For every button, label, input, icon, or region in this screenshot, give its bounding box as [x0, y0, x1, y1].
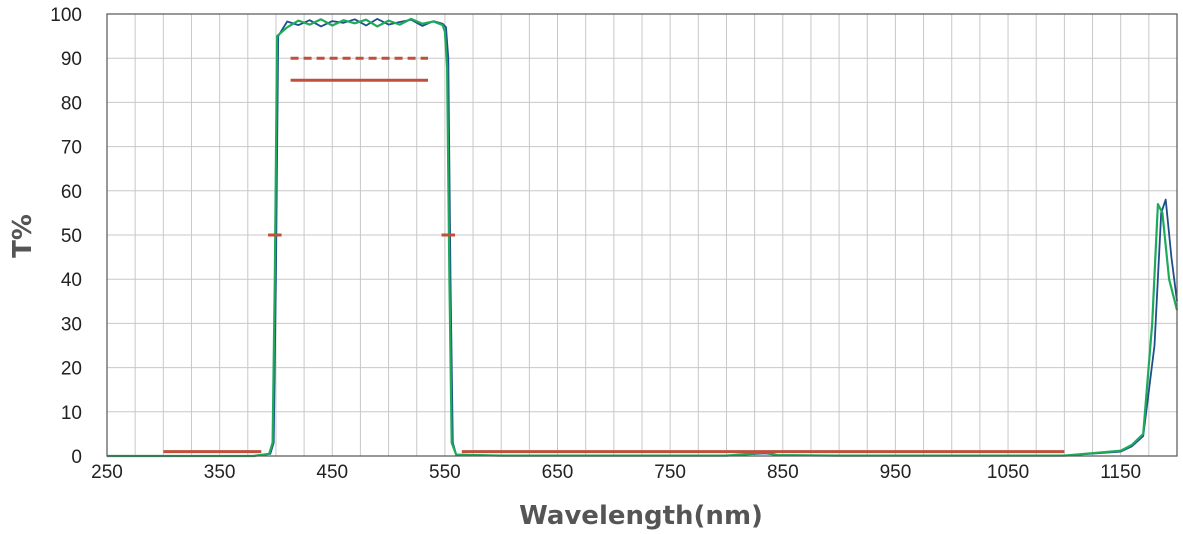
x-tick-label: 450: [316, 462, 348, 483]
x-tick-label: 1150: [1100, 462, 1141, 483]
y-tick-label: 50: [61, 226, 82, 247]
x-tick-label: 950: [880, 462, 912, 483]
y-tick-labels: 0 10 20 30 40 50 60 70 80 90 100: [50, 5, 82, 468]
x-tick-label: 1050: [987, 462, 1029, 483]
series-layer: [107, 17, 1179, 458]
y-tick-label: 10: [61, 403, 82, 424]
y-tick-label: 100: [50, 5, 82, 26]
spec-lines: [163, 56, 1065, 454]
y-tick-label: 0: [71, 447, 82, 468]
series-line-2: [107, 17, 1179, 458]
x-axis-label: Wavelength(nm): [519, 501, 763, 531]
x-tick-label: 550: [429, 462, 461, 483]
y-tick-label: 20: [61, 359, 82, 380]
y-axis-label: T%: [8, 214, 38, 258]
grid-lines: [106, 13, 1178, 457]
x-tick-labels: 250 350 450 550 650 750 850 950 1050 1150: [91, 462, 1141, 483]
x-tick-label: 250: [91, 462, 123, 483]
x-tick-label: 850: [767, 462, 799, 483]
x-tick-label: 750: [654, 462, 686, 483]
y-tick-label: 70: [61, 138, 82, 159]
x-tick-label: 350: [204, 462, 236, 483]
y-tick-label: 90: [61, 49, 82, 70]
y-tick-label: 30: [61, 314, 82, 335]
plot-frame: [106, 13, 1178, 457]
y-tick-label: 80: [61, 93, 82, 114]
x-tick-label: 650: [542, 462, 574, 483]
y-tick-label: 40: [61, 270, 82, 291]
y-tick-label: 60: [61, 182, 82, 203]
